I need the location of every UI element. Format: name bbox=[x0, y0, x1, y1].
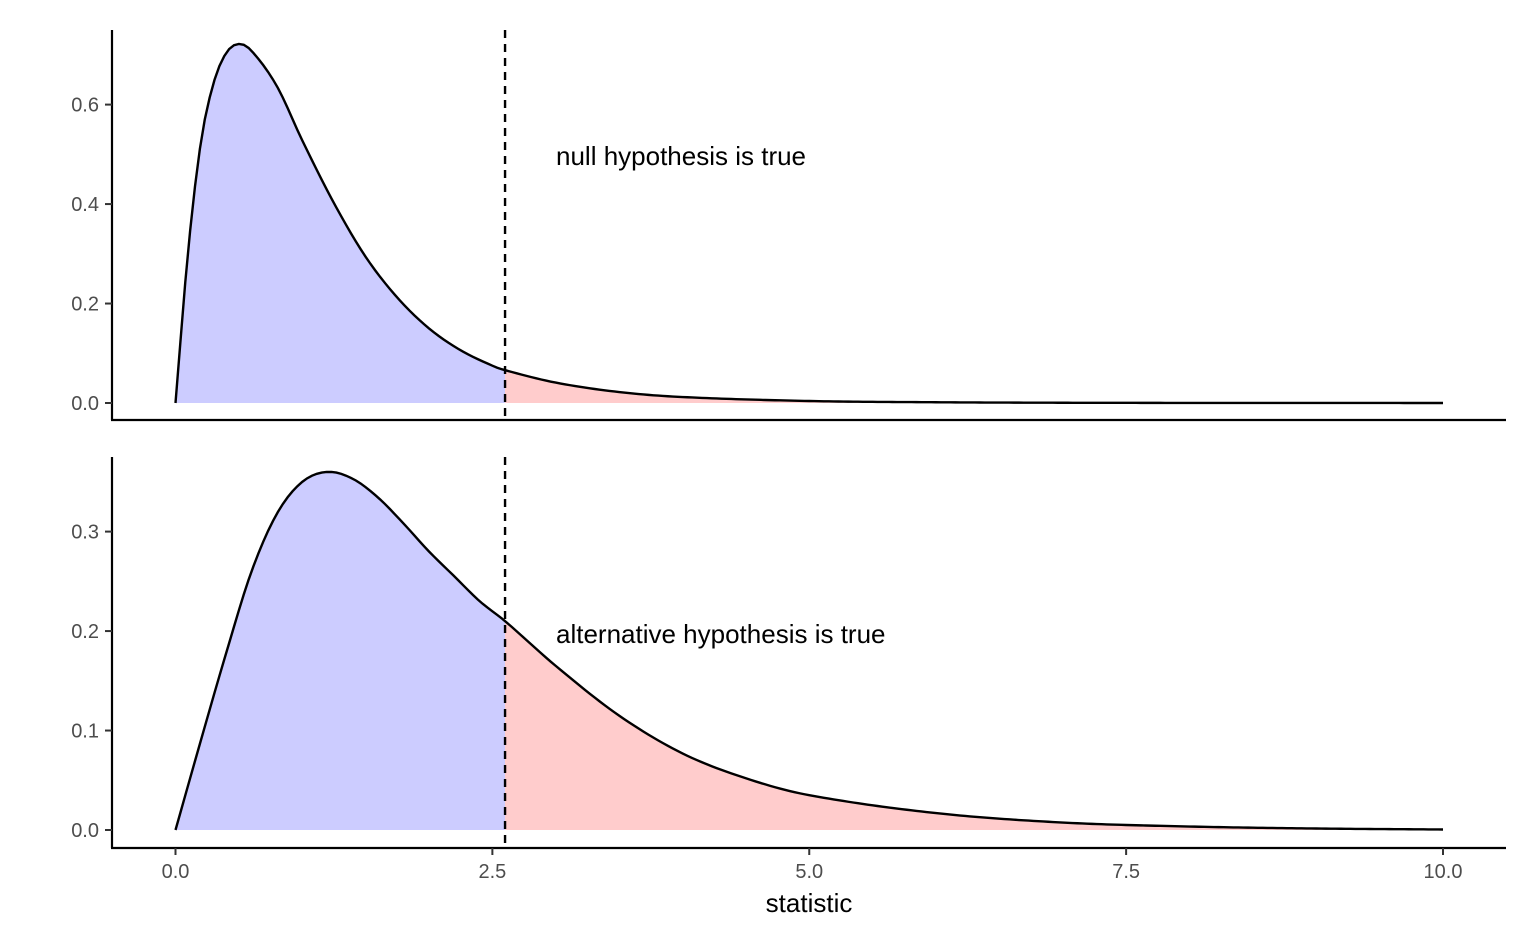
x-axis-title: statistic bbox=[766, 888, 853, 918]
bottom-curve-group bbox=[174, 470, 1444, 831]
bottom-y-tick-label: 0.3 bbox=[71, 522, 99, 544]
top-y-ticks: 0.0 0.2 0.4 0.6 bbox=[71, 95, 112, 415]
bottom-density-curve bbox=[174, 470, 1444, 831]
bottom-y-tick-label: 0.2 bbox=[71, 621, 99, 643]
top-y-tick-label: 0.6 bbox=[71, 95, 99, 117]
top-areas bbox=[175, 43, 1443, 403]
bottom-y-ticks: 0.0 0.1 0.2 0.3 bbox=[71, 522, 112, 842]
bottom-annotation: alternative hypothesis is true bbox=[556, 619, 886, 649]
top-area-above-critical bbox=[505, 370, 1443, 403]
top-y-tick-label: 0.2 bbox=[71, 294, 99, 316]
top-y-tick-label: 0.0 bbox=[71, 393, 99, 415]
x-tick-label: 2.5 bbox=[478, 861, 506, 883]
panel-bottom: 0.0 0.1 0.2 0.3 0.0 2.5 5.0 7.5 10.0 alternativ… bbox=[71, 457, 1506, 918]
bottom-area-below-critical bbox=[175, 471, 506, 830]
x-tick-label: 0.0 bbox=[162, 861, 190, 883]
x-tick-label: 10.0 bbox=[1424, 861, 1463, 883]
panel-top: 0.0 0.2 0.4 0.6 null hypothesis is true bbox=[71, 30, 1506, 422]
top-y-tick-label: 0.4 bbox=[71, 194, 99, 216]
top-annotation: null hypothesis is true bbox=[556, 141, 806, 171]
x-tick-label: 7.5 bbox=[1112, 861, 1140, 883]
bottom-y-tick-label: 0.1 bbox=[71, 721, 99, 743]
top-curve-group bbox=[174, 42, 1443, 405]
bottom-areas bbox=[175, 471, 1443, 830]
bottom-area-above-critical bbox=[505, 621, 1443, 830]
top-area-below-critical bbox=[175, 43, 506, 403]
bottom-y-tick-label: 0.0 bbox=[71, 820, 99, 842]
bottom-x-ticks: 0.0 2.5 5.0 7.5 10.0 bbox=[162, 848, 1463, 883]
top-density-curve bbox=[174, 42, 1443, 405]
x-tick-label: 5.0 bbox=[795, 861, 823, 883]
